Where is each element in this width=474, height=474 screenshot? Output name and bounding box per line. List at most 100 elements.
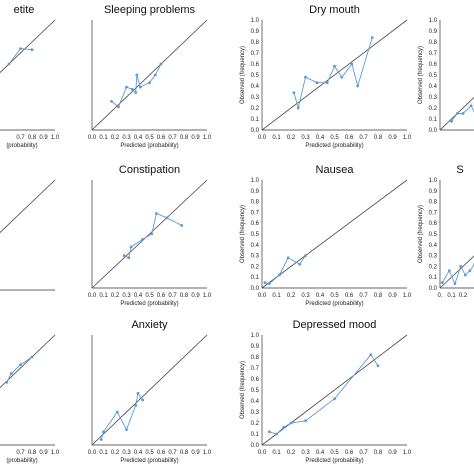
x-tick-label: 1.0 (203, 135, 212, 141)
x-axis-label: Predicted (probability) (305, 301, 363, 307)
calibration-point (165, 216, 169, 220)
y-axis-label: Observed (frequency) (240, 46, 246, 104)
x-tick-label: 0.0 (88, 450, 97, 456)
y-tick-label: 0.1 (429, 275, 438, 281)
calibration-point (134, 91, 138, 94)
calibration-point (263, 281, 267, 284)
x-tick-label: 0.5 (330, 450, 339, 456)
calibration-point (298, 262, 302, 266)
y-tick-label: 0.3 (251, 254, 260, 260)
x-tick-label: 0.4 (134, 450, 143, 456)
calibration-point (30, 355, 34, 359)
y-tick-label: 0.1 (251, 117, 260, 123)
y-tick-label: 0.3 (429, 95, 438, 101)
x-tick-label: 1.0 (403, 293, 412, 299)
y-axis-label: Observed (frequency) (240, 361, 246, 419)
panel-title: Depressed mood (293, 319, 377, 331)
calibration-point (286, 256, 290, 260)
x-tick-label: 0.5 (145, 293, 154, 299)
y-tick-label: 0.9 (429, 29, 438, 35)
panel-title: Anxiety (131, 319, 168, 331)
x-tick-label: 0.7 (359, 450, 368, 456)
panel-title: Constipation (119, 164, 180, 176)
y-tick-label: 0.3 (251, 410, 260, 416)
calibration-point (369, 353, 373, 357)
y-axis-label: Observed (frequency) (418, 46, 424, 104)
calibration-point (5, 380, 9, 384)
y-tick-label: 0.0 (251, 286, 260, 292)
calibration-series-line (111, 63, 162, 108)
y-tick-label: 0.0 (251, 128, 260, 134)
y-tick-label: 1.0 (251, 333, 260, 339)
calibration-point (99, 438, 103, 441)
panel-title: etite (14, 4, 35, 16)
calibration-point (125, 85, 128, 89)
x-tick-label: 0.8 (180, 293, 189, 299)
y-tick-label: 0.7 (429, 51, 438, 57)
calibration-panel-4 (0, 179, 56, 291)
y-tick-label: 0.6 (251, 377, 260, 383)
x-tick-label: 0.3 (122, 450, 131, 456)
x-tick-label: 0.2 (111, 450, 120, 456)
calibration-point (125, 428, 128, 431)
calibration-panel-2: 0.0 0.1 0.2 0.3 0.4 0.5 0.6 0.7 0.8 0.9 1.0 0.0 0.1 0… (240, 4, 412, 149)
x-tick-label: 0.6 (157, 293, 166, 299)
x-tick-label: 0.8 (180, 135, 189, 141)
calibration-panel-10: 0.0 0.1 0.2 0.3 0.4 0.5 0.6 0.7 0.8 0.9 1.0 0.0 0.1 0… (240, 319, 412, 464)
y-tick-label: 0.0 (251, 443, 260, 449)
calibration-point (325, 81, 329, 85)
y-tick-label: 0.9 (251, 189, 260, 195)
x-tick-label: 0.1 (99, 135, 108, 141)
calibration-panel-6: 0.0 0.1 0.2 0.3 0.4 0.5 0.6 0.7 0.8 0.9 1.0 0.0 0.1 0… (240, 164, 412, 307)
x-tick-label: 0.6 (345, 450, 354, 456)
y-tick-label: 0.2 (251, 106, 260, 112)
x-tick-label: 0.9 (191, 450, 200, 456)
calibration-point (440, 281, 444, 284)
reference-diagonal (0, 334, 56, 389)
y-tick-label: 0.5 (251, 232, 260, 238)
y-tick-label: 0.3 (429, 254, 438, 260)
calibration-point (117, 105, 120, 109)
y-axis-label: Observed (frequency) (240, 205, 246, 263)
x-tick-label: 0.7 (16, 135, 25, 141)
y-tick-label: 0.9 (429, 189, 438, 195)
y-tick-label: 0.0 (429, 128, 438, 134)
y-tick-label: 0.9 (251, 344, 260, 350)
calibration-point (150, 232, 154, 236)
reference-diagonal (0, 179, 56, 234)
y-tick-label: 0.5 (251, 388, 260, 394)
calibration-series-line (441, 264, 474, 285)
x-tick-label: 1.0 (403, 135, 412, 141)
x-tick-label: 0.8 (374, 450, 383, 456)
calibration-panel-9: 0.0 0.1 0.2 0.3 0.4 0.5 0.6 0.7 0.8 0.9 1.0 Anxiety… (88, 319, 212, 464)
x-tick-label: 0.3 (301, 450, 310, 456)
y-tick-label: 0.8 (251, 200, 260, 206)
x-tick-label: 0.4 (316, 135, 325, 141)
y-tick-label: 0.6 (251, 221, 260, 227)
x-tick-label: 0.2 (111, 135, 120, 141)
x-tick-label: 0.9 (39, 135, 48, 141)
y-tick-label: 0.6 (429, 221, 438, 227)
x-tick-label: 0.9 (39, 450, 48, 456)
calibration-point (267, 430, 271, 434)
calibration-point (159, 62, 163, 66)
calibration-point (453, 282, 457, 286)
x-axis-label: (probability) (6, 143, 37, 149)
calibration-point (9, 372, 13, 375)
calibration-point (30, 48, 34, 52)
x-tick-label: 0. (437, 293, 442, 299)
x-axis-label: Predicted (probability) (305, 143, 363, 149)
x-tick-label: 0.1 (99, 450, 108, 456)
y-tick-label: 0.1 (251, 432, 260, 438)
y-tick-label: 0.2 (251, 264, 260, 270)
x-tick-label: 0.8 (180, 450, 189, 456)
x-tick-label: 0.8 (374, 135, 383, 141)
x-tick-label: 0.5 (145, 450, 154, 456)
x-tick-label: 0.9 (388, 135, 397, 141)
x-axis-label: (probability) (6, 458, 37, 464)
x-tick-label: 0.6 (345, 135, 354, 141)
reference-diagonal (261, 179, 408, 289)
x-tick-label: 0.6 (157, 135, 166, 141)
y-tick-label: 0.6 (251, 62, 260, 68)
y-tick-label: 0.4 (251, 399, 260, 405)
